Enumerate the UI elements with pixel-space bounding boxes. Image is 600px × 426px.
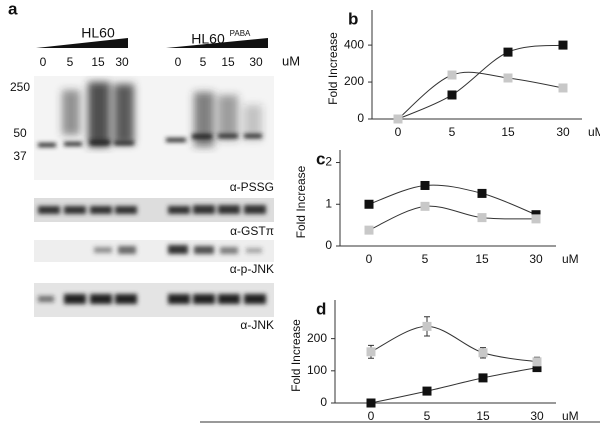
antibody-label: α-p-JNK <box>230 262 274 276</box>
data-marker <box>503 47 513 57</box>
y-tick-label: 0 <box>325 238 332 252</box>
panel-label: a <box>8 0 18 18</box>
lane-label: 30 <box>249 55 263 69</box>
y-tick-label: 0 <box>357 111 364 125</box>
blot-image <box>34 76 274 180</box>
lane-label: 15 <box>221 55 235 69</box>
data-marker <box>531 214 541 224</box>
gradient-wedge <box>166 38 268 48</box>
data-marker <box>393 114 403 124</box>
x-tick-label: 0 <box>395 125 402 139</box>
x-tick-label: 15 <box>476 409 490 423</box>
lane-label: 0 <box>175 55 182 69</box>
y-tick-label: 200 <box>344 74 364 88</box>
y-axis-title: Fold Increase <box>294 165 308 238</box>
series-line <box>397 71 564 120</box>
data-marker <box>447 70 457 80</box>
x-tick-label: 0 <box>368 409 375 423</box>
lane-label: 5 <box>200 55 207 69</box>
panel-label: c <box>316 149 325 168</box>
x-tick-label: 5 <box>449 125 456 139</box>
data-marker <box>477 213 487 223</box>
x-unit-label: uM <box>562 409 579 423</box>
data-marker <box>420 180 430 190</box>
series-line <box>397 44 564 120</box>
data-marker <box>477 188 487 198</box>
data-marker <box>420 201 430 211</box>
y-tick-label: 200 <box>307 331 327 345</box>
x-tick-label: 30 <box>556 125 570 139</box>
data-marker <box>532 357 542 367</box>
data-marker <box>364 199 374 209</box>
blot-image <box>34 198 274 222</box>
data-marker <box>447 90 457 100</box>
group-name: HL60 <box>81 25 115 41</box>
mw-marker: 37 <box>13 149 27 163</box>
x-tick-label: 0 <box>366 252 373 266</box>
x-tick-label: 5 <box>424 409 431 423</box>
data-marker <box>532 363 542 373</box>
lane-label: 30 <box>115 55 129 69</box>
y-axis-title: Fold Increase <box>326 32 340 105</box>
antibody-label: α-GSTπ <box>230 224 274 238</box>
data-marker <box>558 83 568 93</box>
unit-label: uM <box>282 53 300 68</box>
antibody-label: α-JNK <box>240 318 274 332</box>
gradient-wedge <box>36 38 128 48</box>
y-axis-title: Fold Increase <box>289 319 303 392</box>
data-marker <box>478 348 488 358</box>
x-unit-label: uM <box>588 125 600 139</box>
y-tick-label: 0 <box>320 395 327 409</box>
lane-label: 5 <box>67 55 74 69</box>
data-marker <box>366 398 376 408</box>
data-marker <box>503 73 513 83</box>
series-line <box>370 367 538 404</box>
panel-label: b <box>348 9 358 28</box>
x-tick-label: 15 <box>475 252 489 266</box>
panel-label: d <box>316 299 326 318</box>
series-line <box>370 325 538 363</box>
y-tick-label: 2 <box>325 155 332 169</box>
series-line <box>368 184 537 216</box>
y-tick-label: 100 <box>307 363 327 377</box>
data-marker <box>478 373 488 383</box>
group-name: HL60 <box>191 31 225 47</box>
data-marker <box>364 225 374 235</box>
series-line <box>368 205 537 231</box>
antibody-label: α-PSSG <box>230 180 274 194</box>
y-tick-label: 400 <box>344 37 364 51</box>
data-marker <box>366 347 376 357</box>
data-marker <box>422 386 432 396</box>
lane-label: 15 <box>91 55 105 69</box>
mw-marker: 50 <box>13 126 27 140</box>
lane-label: 0 <box>40 55 47 69</box>
blot-image <box>34 283 274 317</box>
blot-image <box>34 240 274 262</box>
mw-marker: 250 <box>10 80 30 94</box>
x-tick-label: 30 <box>529 252 543 266</box>
x-tick-label: 15 <box>501 125 515 139</box>
x-unit-label: uM <box>562 252 579 266</box>
data-marker <box>558 40 568 50</box>
group-superscript: PABA <box>230 29 251 38</box>
data-marker <box>422 321 432 331</box>
y-tick-label: 1 <box>325 196 332 210</box>
x-tick-label: 30 <box>530 409 544 423</box>
x-tick-label: 5 <box>422 252 429 266</box>
